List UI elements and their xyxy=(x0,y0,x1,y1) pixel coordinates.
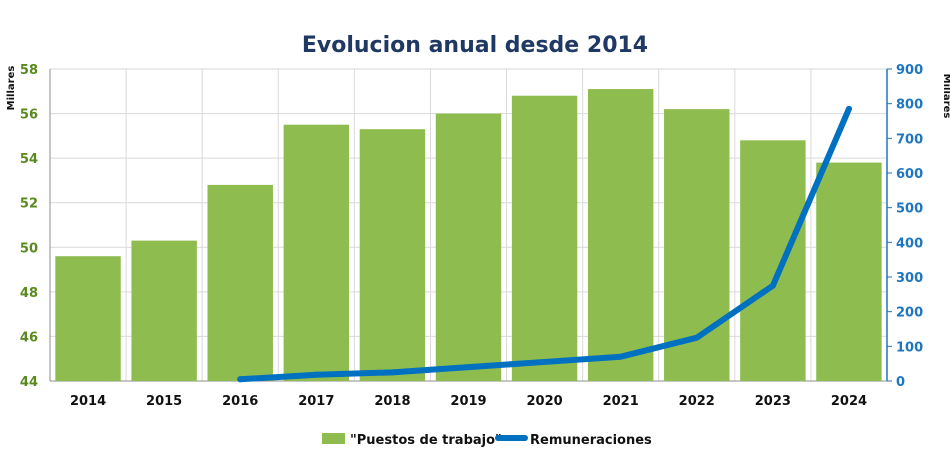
left-tick-label: 56 xyxy=(20,108,38,123)
left-tick-label: 58 xyxy=(20,63,38,78)
left-tick-label: 48 xyxy=(20,286,38,301)
x-tick-label: 2014 xyxy=(70,394,106,409)
line-point-2021 xyxy=(617,353,624,360)
right-tick-label: 600 xyxy=(896,167,923,182)
x-tick-label: 2017 xyxy=(298,394,334,409)
bar-2014 xyxy=(55,256,121,381)
x-axis-ticks: 2014 2015 2016 2017 2018 2019 2020 2021 2022 2023… xyxy=(70,394,867,409)
legend-label-line: Remuneraciones xyxy=(530,433,652,448)
x-tick-label: 2015 xyxy=(146,394,182,409)
x-tick-label: 2021 xyxy=(603,394,639,409)
left-axis-title: Millares xyxy=(6,66,17,111)
right-tick-label: 0 xyxy=(896,375,905,390)
x-tick-label: 2019 xyxy=(450,394,486,409)
right-axis-ticks: 0 100 200 300 400 500 600 700 800 900 xyxy=(887,63,923,390)
bar-2024 xyxy=(816,162,882,381)
bar-2023 xyxy=(740,140,806,381)
left-axis-ticks: 44 46 48 50 52 54 56 58 xyxy=(20,63,38,390)
right-tick-label: 400 xyxy=(896,236,923,251)
x-tick-label: 2018 xyxy=(374,394,410,409)
legend-label-bar: "Puestos de trabajo" xyxy=(350,433,502,448)
right-tick-label: 100 xyxy=(896,340,923,355)
bar-2017 xyxy=(283,124,350,381)
x-tick-label: 2023 xyxy=(755,394,791,409)
line-point-2024 xyxy=(845,105,852,112)
x-tick-label: 2022 xyxy=(679,394,715,409)
left-tick-label: 46 xyxy=(20,330,38,345)
right-tick-label: 300 xyxy=(896,271,923,286)
bar-2019 xyxy=(435,113,502,382)
line-series xyxy=(237,105,852,383)
legend: "Puestos de trabajo" Remuneraciones xyxy=(322,433,652,448)
left-tick-label: 50 xyxy=(20,241,38,256)
line-point-2023 xyxy=(769,282,776,289)
right-axis-title: Millares xyxy=(941,74,950,119)
line-point-2020 xyxy=(541,358,548,365)
chart-title: Evolucion anual desde 2014 xyxy=(302,33,648,58)
bar-2020 xyxy=(511,95,578,381)
line-point-2016 xyxy=(237,376,244,383)
bar-2021 xyxy=(587,89,654,382)
right-tick-label: 500 xyxy=(896,202,923,217)
left-tick-label: 52 xyxy=(20,197,38,212)
legend-swatch-bar xyxy=(322,433,345,444)
x-tick-label: 2024 xyxy=(831,394,867,409)
left-tick-label: 44 xyxy=(20,375,38,390)
right-tick-label: 800 xyxy=(896,98,923,113)
bar-2016 xyxy=(207,184,273,381)
line-point-2022 xyxy=(693,334,700,341)
bar-2018 xyxy=(359,129,426,381)
line-point-2018 xyxy=(389,369,396,376)
right-tick-label: 900 xyxy=(896,63,923,78)
x-tick-label: 2020 xyxy=(526,394,562,409)
bar-2015 xyxy=(131,240,197,381)
right-tick-label: 700 xyxy=(896,132,923,147)
bar-series xyxy=(55,89,882,382)
line-point-2019 xyxy=(465,364,472,371)
right-tick-label: 200 xyxy=(896,306,923,321)
left-tick-label: 54 xyxy=(20,152,38,167)
x-tick-label: 2016 xyxy=(222,394,258,409)
line-point-2017 xyxy=(313,371,320,378)
